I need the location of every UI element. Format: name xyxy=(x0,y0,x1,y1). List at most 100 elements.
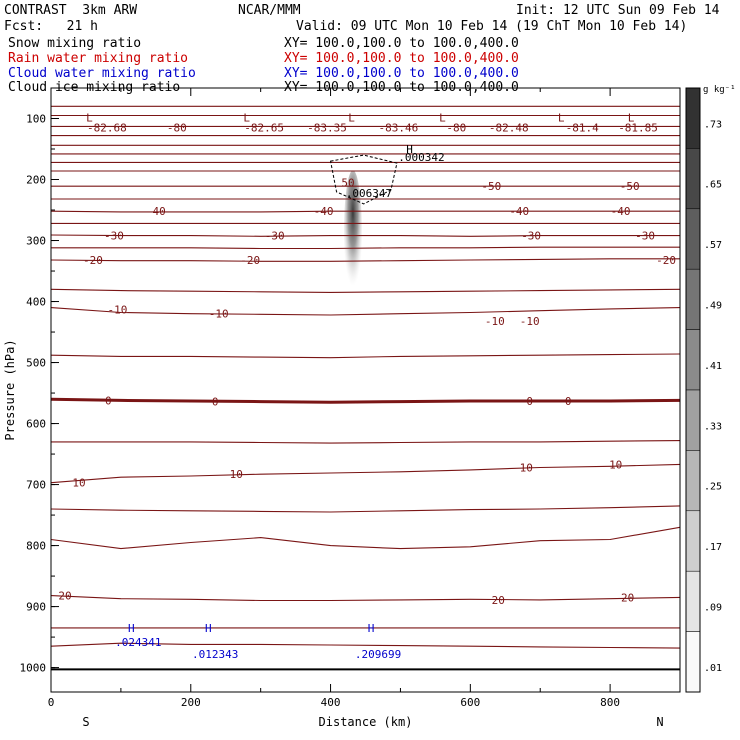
x-axis-label: Distance (km) xyxy=(319,715,413,729)
y-tick-label: 1000 xyxy=(20,662,47,675)
contour-label: 50 xyxy=(341,177,354,190)
colorbar-frame xyxy=(685,87,701,693)
colorbar-unit: g kg⁻¹ xyxy=(703,85,736,95)
isotherm-line xyxy=(50,307,681,316)
colorbar-segment xyxy=(685,450,701,512)
isotherm-line xyxy=(51,440,681,444)
colorbar-label: .65 xyxy=(704,180,722,191)
colorbar-label: .09 xyxy=(704,602,722,613)
contour-label: -10 xyxy=(520,315,540,328)
contour-label: 10 xyxy=(520,461,533,474)
contour-label: -40 xyxy=(509,205,529,218)
isotherm-line xyxy=(50,258,680,262)
contour-label: L xyxy=(439,111,446,124)
x-tick-label: 600 xyxy=(460,696,480,709)
contour-label: 10 xyxy=(230,468,243,481)
colorbar-segment xyxy=(685,510,701,572)
init-time: Init: 12 UTC Sun 09 Feb 14 xyxy=(516,3,720,18)
contour-label: 20 xyxy=(621,591,634,604)
contour-label: -30 xyxy=(521,230,541,243)
y-tick-label: 100 xyxy=(26,113,46,126)
y-tick-label: 200 xyxy=(26,174,46,187)
field-label-rain: Rain water mixing ratio xyxy=(8,51,189,66)
y-tick-label: 400 xyxy=(26,296,46,309)
colorbar-segment xyxy=(685,631,701,693)
colorbar-segment xyxy=(685,389,701,451)
colorbar-segment xyxy=(685,87,701,149)
contour-label: L xyxy=(243,111,250,124)
extremum-label: H xyxy=(406,143,413,156)
field-label-cloud-water: Cloud water mixing ratio xyxy=(8,66,196,81)
extremum-label: .012343 xyxy=(192,648,238,661)
y-tick-label: 300 xyxy=(26,235,46,248)
contour-label: 10 xyxy=(609,458,622,471)
y-tick-label: 500 xyxy=(26,357,46,370)
extremum-label: .209699 xyxy=(355,648,401,661)
isotherm-line xyxy=(50,288,681,293)
isotherm-line xyxy=(50,595,681,602)
x-tick-label: 0 xyxy=(48,696,55,709)
x-tick-label: 200 xyxy=(181,696,201,709)
y-tick-label: 600 xyxy=(26,418,46,431)
contour-label: -30 xyxy=(104,230,124,243)
contour-label: -82.48 xyxy=(489,122,529,135)
contour-label: -10 xyxy=(485,315,505,328)
colorbar-segment xyxy=(685,148,701,210)
isotherm-line xyxy=(50,526,681,550)
contour-label: L xyxy=(348,111,355,124)
contour-label: -81.85 xyxy=(618,122,658,135)
contour-label: -20 xyxy=(240,254,260,267)
contour-label: -30 xyxy=(265,230,285,243)
contour-label: L xyxy=(86,111,93,124)
colorbar-label: .49 xyxy=(704,300,722,311)
valid-time: Valid: 09 UTC Mon 10 Feb 14 (19 ChT Mon … xyxy=(296,19,688,34)
south-label: S xyxy=(82,715,89,729)
title-left: CONTRAST 3km ARW xyxy=(4,3,138,18)
isotherm-line xyxy=(50,234,680,237)
colorbar-segment xyxy=(685,329,701,391)
colorbar-segment xyxy=(685,208,701,270)
contour-label: -83.46 xyxy=(378,122,418,135)
isotherm-line xyxy=(50,463,681,484)
field-xy-cloud-water: XY= 100.0,100.0 to 100.0,400.0 xyxy=(284,66,519,81)
contour-label: -40 xyxy=(611,205,631,218)
contour-label: -50 xyxy=(481,180,501,193)
forecast-hour: Fcst: 21 h xyxy=(4,19,98,34)
contour-label: -40 xyxy=(314,205,334,218)
contour-label: 10 xyxy=(72,477,85,490)
colorbar-label: .57 xyxy=(704,240,722,251)
contour-label: -81.4 xyxy=(566,122,599,135)
contour-label: 0 xyxy=(526,395,533,408)
contour-label: -10 xyxy=(107,303,127,316)
contour-label: -40 xyxy=(146,205,166,218)
x-tick-label: 400 xyxy=(321,696,341,709)
contour-label: L xyxy=(628,111,635,124)
field-xy-snow: XY= 100.0,100.0 to 100.0,400.0 xyxy=(284,36,519,51)
contour-label: -83.35 xyxy=(307,122,347,135)
isotherm-line xyxy=(50,505,681,513)
plot-frame xyxy=(50,87,681,693)
field-label-snow: Snow mixing ratio xyxy=(8,36,142,51)
contour-label: -80 xyxy=(167,122,187,135)
extremum-label: .000342 xyxy=(398,151,444,164)
y-tick-label: 900 xyxy=(26,601,46,614)
contour-label: 20 xyxy=(492,594,505,607)
extremum-label: .006347 xyxy=(346,187,392,200)
isotherm-line xyxy=(50,210,680,213)
cloud-ice-outline xyxy=(329,154,398,205)
colorbar-label: .73 xyxy=(704,119,722,130)
colorbar-label: .33 xyxy=(704,421,722,432)
colorbar-segment xyxy=(685,268,701,330)
isotherm-line xyxy=(50,642,681,649)
contour-label: L xyxy=(558,111,565,124)
colorbar-label: .17 xyxy=(704,542,722,553)
contour-label: -10 xyxy=(209,308,229,321)
isotherm-line xyxy=(50,353,681,359)
contour-label: 0 xyxy=(105,394,112,407)
title-center: NCAR/MMM xyxy=(238,3,301,18)
y-axis-label: Pressure (hPa) xyxy=(3,339,17,440)
isotherm-line xyxy=(51,246,680,250)
isotherm-line xyxy=(50,397,681,404)
contour-label: -30 xyxy=(635,230,655,243)
